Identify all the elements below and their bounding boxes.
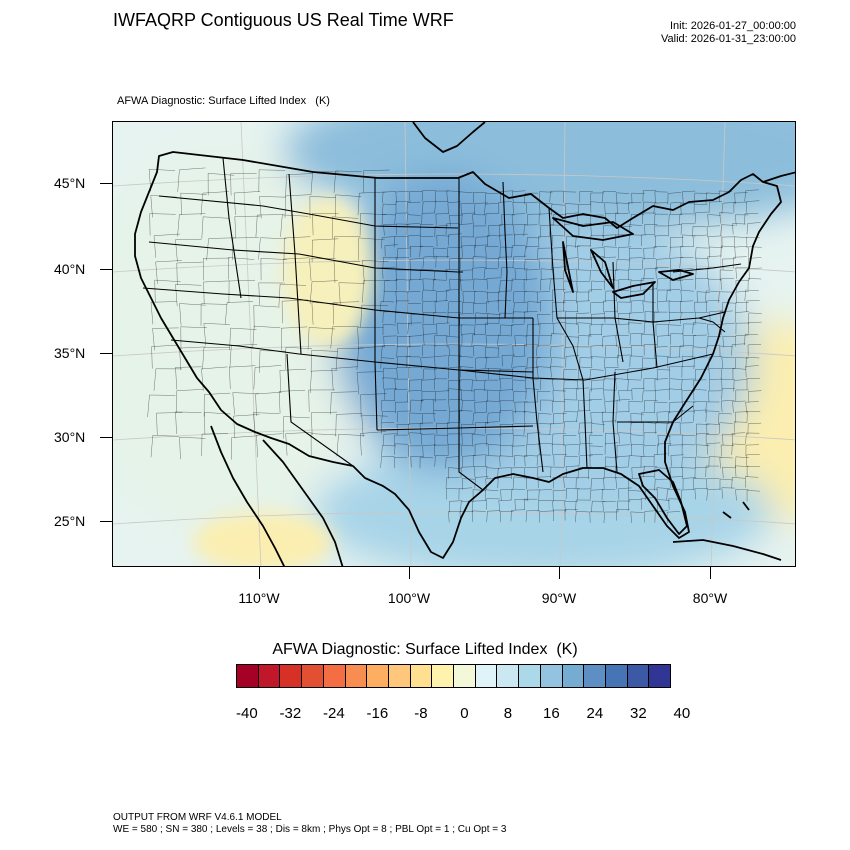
lon-tick [710,567,711,579]
map-svg [113,122,795,566]
colorbar-swatch [388,665,411,687]
cuba-bahamas [672,501,782,561]
colorbar-swatch [280,665,303,687]
field-mexico-warm [193,512,333,566]
lat-label-30: 30°N [54,429,86,445]
model-info-line-2: WE = 580 ; SN = 380 ; Levels = 38 ; Dis … [113,824,507,835]
colorbar-swatch [323,665,346,687]
plot-title: IWFAQRP Contiguous US Real Time WRF [113,10,454,30]
lat-label-25: 25°N [54,513,86,529]
canada-hudson [412,122,486,153]
colorbar [236,664,671,688]
lon-tick [409,567,410,579]
lat-tick [100,437,112,438]
colorbar-swatch [367,665,389,687]
colorbar-swatch [584,665,606,687]
lat-tick [100,353,112,354]
colorbar-label: 32 [630,705,647,722]
colorbar-swatch [258,665,281,687]
colorbar-title: AFWA Diagnostic: Surface Lifted Index (K… [272,641,578,658]
lon-tick [559,567,560,579]
colorbar-label: 24 [586,705,604,722]
baja-coast [210,425,286,566]
model-info-line-1: OUTPUT FROM WRF V4.6.1 MODEL [113,812,282,823]
colorbar-swatch [345,665,368,687]
colorbar-label: -40 [236,705,258,722]
county-grid [147,167,762,524]
colorbar-label: 8 [503,705,513,722]
lat-label-40: 40°N [54,261,86,277]
colorbar-label: 0 [460,705,469,722]
lat-tick [100,269,112,270]
lat-tick [100,183,112,184]
colorbar-swatch [605,665,628,687]
lon-label-90: 90°W [541,590,577,606]
colorbar-swatch [475,665,498,687]
colorbar-swatch [302,665,324,687]
colorbar-label: 40 [673,705,691,722]
lon-label-80: 80°W [692,590,728,606]
field-subtitle: AFWA Diagnostic: Surface Lifted Index (K… [117,95,330,107]
field-rockies-warm [283,197,373,347]
colorbar-swatch [519,665,541,687]
us-outline [134,151,782,559]
great-lakes [552,217,694,299]
colorbar-swatch [454,665,476,687]
colorbar-label: -8 [414,705,428,722]
lat-tick [100,521,112,522]
valid-time: Valid: 2026-01-31_23:00:00 [661,33,796,45]
colorbar-swatch [237,665,259,687]
county-borders [147,167,762,524]
colorbar-swatch [627,665,650,687]
lat-label-45: 45°N [54,175,86,191]
colorbar-swatch [562,665,585,687]
colorbar-label: 16 [543,705,560,722]
colorbar-swatch [540,665,563,687]
colorbar-label: -24 [323,705,345,722]
colorbar-swatch [497,665,520,687]
lon-label-110: 110°W [238,590,280,606]
colorbar-label: -16 [366,705,389,722]
colorbar-swatch [432,665,455,687]
field-plains-cold [333,172,553,472]
florida [638,469,688,535]
lat-label-35: 35°N [54,345,86,361]
coastlines [134,122,795,566]
nova-scotia [762,171,795,183]
map-panel [112,121,796,567]
mexico-west-coast [262,439,344,566]
lon-tick [259,567,260,579]
colorbar-swatch [649,665,671,687]
lon-label-100: 100°W [387,590,431,606]
init-time: Init: 2026-01-27_00:00:00 [670,20,796,32]
colorbar-swatch [410,665,433,687]
colorbar-label: -32 [279,705,302,722]
